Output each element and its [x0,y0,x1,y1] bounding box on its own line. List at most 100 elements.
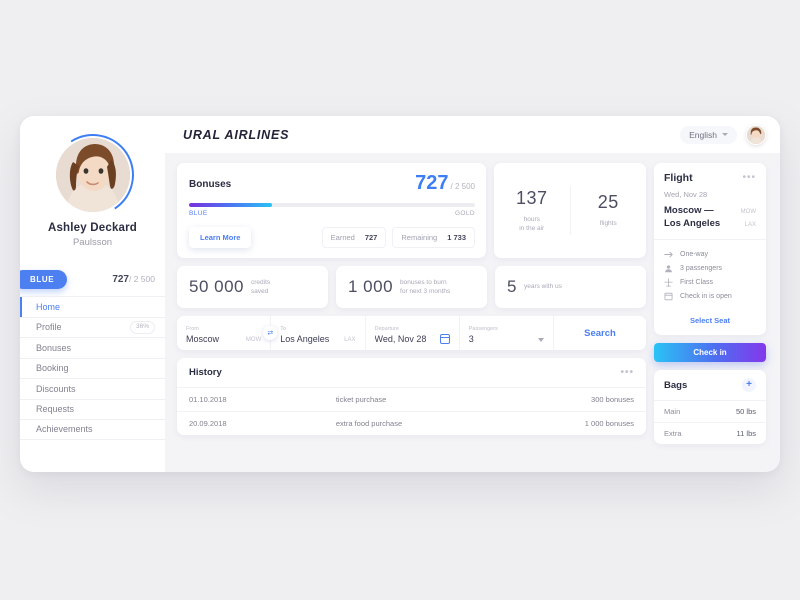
origin-code: MOW [740,209,756,215]
profile-avatar [43,126,142,224]
stat-value: 25 [597,192,619,213]
earned-value: 727 [364,233,378,242]
calendar-icon[interactable] [439,334,450,344]
select-seat-link[interactable]: Select Seat [689,316,731,325]
sidebar-nav: Home Profile 36% Bonuses Booking Discoun… [20,296,165,440]
to-airport-code: LAX [344,337,356,343]
sidebar-item-label: Requests [36,404,75,415]
passengers-field[interactable]: Passengers 3 [460,316,554,350]
bonuses-progress-bar [189,203,475,207]
checkin-ticket-icon [664,292,673,301]
avatar[interactable] [746,124,766,145]
learn-more-button[interactable]: Learn More [189,227,252,248]
to-field[interactable]: To Los Angeles LAX [271,316,366,350]
dashboard-content: Bonuses 727/ 2 500 BLUE GOLD [165,153,780,472]
sidebar-item-achievements[interactable]: Achievements [20,419,165,440]
history-amount: 300 bonuses [591,395,634,404]
list-item[interactable]: Main 50 lbs [654,400,766,422]
main-area: URAL AIRLINES English [165,116,780,472]
sidebar-item-label: Home [36,301,61,312]
detail-passengers: 3 passengers [664,261,756,275]
earned-label: Earned [330,233,355,242]
sidebar-item-booking[interactable]: Booking [20,357,165,379]
bonuses-progress-fill [189,203,272,207]
passenger-icon [664,264,673,273]
to-stack: To Los Angeles [280,326,329,344]
brand-logo: URAL AIRLINES [183,127,290,142]
tier-labels: BLUE GOLD [189,210,475,217]
list-item[interactable]: Extra 11 lbs [654,422,766,444]
bag-value: 11 lbs [736,429,756,438]
stat-caption: hours in the air [519,215,545,232]
chevron-down-icon[interactable] [538,338,544,342]
flight-header: Flight ••• [654,163,766,190]
history-title: History [189,367,222,378]
sidebar-item-label: Discounts [36,383,76,394]
tier-points-value: 727 [112,273,129,285]
sidebar-item-requests[interactable]: Requests [20,398,165,420]
sidebar-item-label: Booking [36,363,69,374]
one-way-arrow-icon [664,250,673,259]
stat-value: 137 [515,187,548,208]
table-row[interactable]: 01.10.2018 ticket purchase 300 bonuses [177,387,646,411]
bags-title: Bags [664,379,688,391]
history-header: History ••• [177,358,646,387]
bonuses-card: Bonuses 727/ 2 500 BLUE GOLD [177,163,486,258]
remaining-pill: Remaining 1 733 [392,227,475,248]
sidebar-item-profile[interactable]: Profile 36% [20,316,165,338]
bonuses-footer: Learn More Earned 727 Remaining 1 733 [189,227,475,248]
plus-icon[interactable]: + [742,378,756,392]
tier-to-label: GOLD [454,210,475,217]
tier-row: BLUE 727/ 2 500 [20,266,165,292]
from-label: From [186,326,199,332]
tier-from-label: BLUE [189,210,208,217]
tier-points: 727/ 2 500 [112,274,155,285]
sidebar-item-bonuses[interactable]: Bonuses [20,337,165,358]
from-airport-code: MOW [245,337,262,343]
stat-value: 1 000 [348,277,394,296]
to-value: Los Angeles [280,334,330,344]
stat-caption: bonuses to burn for next 3 months [400,278,451,295]
sidebar-item-discounts[interactable]: Discounts [20,378,165,399]
history-amount: 1 000 bonuses [584,419,634,428]
sidebar-item-home[interactable]: Home [20,296,165,317]
sidebar-item-label: Achievements [36,424,93,435]
history-card: History ••• 01.10.2018 ticket purchase 3… [177,358,646,435]
years-with-us-card: 5 years with us [495,266,646,308]
more-options-icon[interactable]: ••• [742,172,756,183]
remaining-value: 1 733 [447,233,466,242]
from-field[interactable]: From Moscow MOW ⇄ [177,316,278,350]
check-in-button[interactable]: Check in [654,343,766,362]
tier-badge[interactable]: BLUE [20,269,68,289]
language-selector[interactable]: English [680,125,737,144]
detail-text: Check in is open [680,292,732,300]
table-row[interactable]: 20.09.2018 extra food purchase 1 000 bon… [177,411,646,435]
stat-flights: 25 flights [569,186,647,235]
bags-card: Bags + Main 50 lbs Extra 11 lbs [654,370,766,444]
bag-value: 50 lbs [735,407,756,416]
departure-field[interactable]: Departure Wed, Nov 28 [366,316,460,350]
history-date: 20.09.2018 [189,419,227,428]
flight-card: Flight ••• Wed, Nov 28 Moscow — MOW Los … [654,163,766,335]
detail-checkin-status: Check in is open [664,289,756,303]
stat-caption: years with us [523,283,562,291]
swap-arrows-icon[interactable]: ⇄ [263,326,278,340]
bag-label: Extra [664,429,682,438]
stat-hours-in-air: 137 hours in the air [494,182,570,240]
flight-search-bar: From Moscow MOW ⇄ To Los Angeles LAX [177,316,646,350]
bonuses-amount: 727/ 2 500 [415,173,475,194]
bags-header: Bags + [654,370,766,400]
history-description: extra food purchase [335,419,403,428]
route-origin: Moscow — MOW [664,205,756,216]
bonuses-total: / 2 500 [450,182,475,191]
profile-completion-badge: 36% [129,321,155,334]
route-destination: Los Angeles LAX [664,218,756,229]
passengers-label: Passengers [468,326,498,332]
credits-saved-card: 50 000 credits saved [177,266,328,308]
row-mini-stats: 50 000 credits saved 1 000 bonuses to bu… [177,266,646,308]
stat-value: 50 000 [189,277,244,296]
more-options-icon[interactable]: ••• [620,366,634,378]
history-date: 01.10.2018 [189,395,227,404]
search-button[interactable]: Search [554,316,646,350]
remaining-label: Remaining [401,233,438,242]
